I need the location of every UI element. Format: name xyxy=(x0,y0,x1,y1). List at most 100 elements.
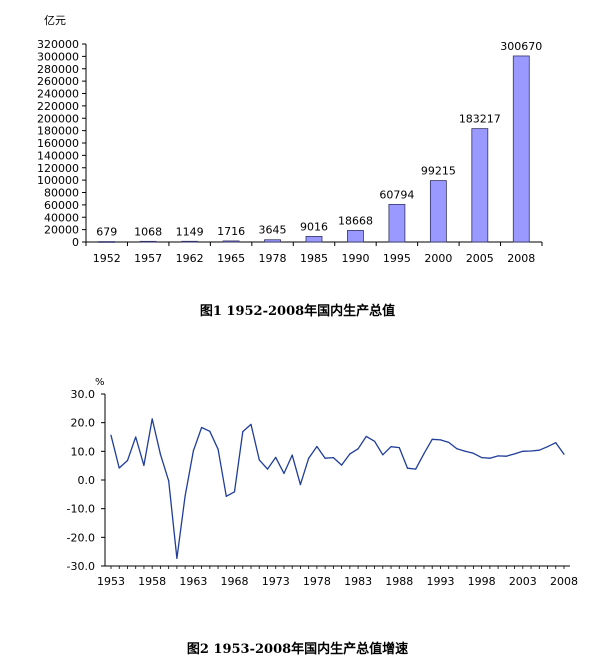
data-point xyxy=(291,454,293,456)
data-point xyxy=(225,495,227,497)
x-tick-label: 1978 xyxy=(259,252,287,265)
x-tick-label: 1978 xyxy=(303,575,331,588)
data-point xyxy=(349,453,351,455)
data-point xyxy=(151,418,153,420)
x-tick-label: 1985 xyxy=(300,252,328,265)
growth-series-line xyxy=(110,418,565,559)
bar-data-label: 18668 xyxy=(338,214,373,227)
data-point xyxy=(439,439,442,441)
data-point xyxy=(382,454,384,456)
bar-data-label: 99215 xyxy=(421,165,456,178)
x-tick-label: 2008 xyxy=(550,575,578,588)
data-point xyxy=(283,472,285,475)
x-tick-label: 1998 xyxy=(468,575,496,588)
data-point xyxy=(110,434,112,436)
y-tick-label: 20.0 xyxy=(71,417,96,430)
data-point xyxy=(423,453,425,455)
data-point xyxy=(233,491,236,493)
data-point xyxy=(299,483,302,486)
data-point xyxy=(324,457,326,459)
bar-data-label: 300670 xyxy=(500,40,542,53)
x-tick-label: 2000 xyxy=(424,252,452,265)
bar xyxy=(347,230,364,243)
data-point xyxy=(357,448,359,450)
x-tick-label: 1963 xyxy=(179,575,207,588)
data-point xyxy=(308,457,310,459)
data-point xyxy=(563,453,565,455)
x-tick-label: 1962 xyxy=(176,252,204,265)
data-point xyxy=(316,445,318,448)
data-point xyxy=(472,452,474,454)
data-point xyxy=(497,455,499,457)
y-tick-label: 30.0 xyxy=(71,388,96,401)
bar xyxy=(139,240,157,243)
x-tick-label: 1993 xyxy=(426,575,454,588)
y-tick-label: 20000 xyxy=(44,224,79,237)
data-point xyxy=(275,456,277,458)
y-tick-label: 80000 xyxy=(44,187,79,200)
x-tick-label: 1990 xyxy=(341,252,369,265)
x-tick-label: 1988 xyxy=(385,575,413,588)
data-point xyxy=(546,446,549,448)
data-point xyxy=(555,442,557,444)
y-axis-unit: 亿元 xyxy=(44,14,66,27)
data-point xyxy=(481,457,483,459)
data-point xyxy=(250,423,252,425)
bar-data-label: 9016 xyxy=(300,220,328,233)
data-point xyxy=(489,457,491,459)
bar-data-label: 183217 xyxy=(459,113,501,126)
data-point xyxy=(406,467,409,469)
data-point xyxy=(538,449,540,451)
y-tick-label: 120000 xyxy=(37,162,79,175)
data-point xyxy=(176,557,178,559)
data-point xyxy=(448,441,450,444)
y-tick-label: 240000 xyxy=(37,88,79,101)
x-tick-label: 1983 xyxy=(344,575,372,588)
data-point xyxy=(201,426,203,429)
y-tick-label: -30.0 xyxy=(67,560,95,573)
bar-data-label: 3645 xyxy=(259,224,287,237)
y-tick-label: 220000 xyxy=(37,100,79,113)
data-point xyxy=(242,430,244,433)
x-tick-label: 1958 xyxy=(138,575,166,588)
bar-data-label: 1068 xyxy=(134,225,162,238)
chart1-caption: 图1 1952-2008年国内生产总值 xyxy=(199,304,396,319)
data-point xyxy=(217,448,219,450)
x-tick-label: 1953 xyxy=(97,575,125,588)
x-tick-label: 2005 xyxy=(466,252,494,265)
x-tick-label: 1957 xyxy=(134,252,162,265)
y-tick-label: 60000 xyxy=(44,199,79,212)
bar xyxy=(264,239,281,243)
x-tick-label: 2008 xyxy=(507,252,535,265)
y-axis-unit: % xyxy=(95,377,105,388)
y-tick-label: 100000 xyxy=(37,174,79,187)
data-point xyxy=(192,450,194,452)
y-tick-label: 320000 xyxy=(37,38,79,51)
bar xyxy=(98,241,116,243)
data-point xyxy=(513,453,516,455)
data-point xyxy=(332,457,334,459)
bar xyxy=(222,240,240,243)
bar xyxy=(181,240,199,243)
x-tick-label: 1952 xyxy=(93,252,121,265)
x-tick-label: 1973 xyxy=(262,575,290,588)
y-tick-label: 0.0 xyxy=(78,474,96,487)
data-point xyxy=(118,467,120,469)
y-tick-label: 0 xyxy=(72,236,79,249)
y-tick-label: -10.0 xyxy=(67,503,95,516)
data-point xyxy=(168,480,170,482)
data-point xyxy=(415,468,417,470)
data-point xyxy=(258,459,260,461)
bar-data-label: 1716 xyxy=(217,225,245,238)
y-tick-label: 300000 xyxy=(37,50,79,63)
y-tick-label: 260000 xyxy=(37,75,79,88)
data-point xyxy=(135,436,137,438)
bar-data-label: 1149 xyxy=(176,225,204,238)
bar xyxy=(471,128,489,243)
data-point xyxy=(143,464,145,466)
data-point xyxy=(522,450,524,452)
gdp-growth-line-chart: % -30.0 -20.0 -10.0 0.0 10.0 20.0 30.0 1953 1958 1… xyxy=(67,377,578,588)
data-point xyxy=(390,446,392,448)
x-tick-label: 2003 xyxy=(509,575,537,588)
data-point xyxy=(431,438,433,440)
